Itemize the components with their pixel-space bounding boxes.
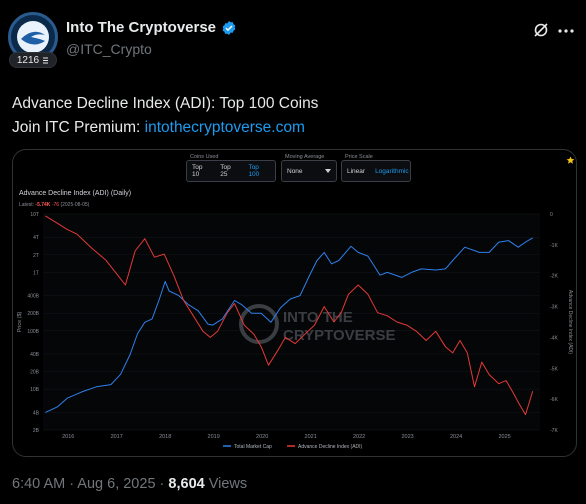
views-count: 8,604 (168, 476, 205, 492)
chevron-down-icon (325, 169, 331, 173)
level-badge[interactable]: 1216 (9, 52, 57, 68)
y-left-axis-label: Price ($) (17, 311, 23, 332)
display-name[interactable]: Into The Cryptoverse (66, 19, 217, 36)
moving-average-value: None (287, 167, 303, 175)
tweet-line-1: Advance Decline Index (ADI): Top 100 Coi… (12, 95, 319, 112)
name-row: Into The Cryptoverse (66, 19, 237, 36)
level-icon (43, 57, 49, 63)
y-left-tick-label: 1T (33, 270, 39, 276)
grok-icon[interactable] (533, 22, 549, 38)
moving-average-label: Moving Average (285, 154, 325, 160)
moving-average-select[interactable]: None (281, 160, 337, 182)
x-tick-label: 2017 (111, 434, 123, 440)
y-left-tick-label: 4B (33, 410, 40, 416)
latest-label: Latest: (19, 202, 35, 208)
coins-used-control: Coins Used Top 10 Top 25 Top 100 (186, 152, 276, 182)
chart-panel: Coins Used Top 10 Top 25 Top 100 Moving … (13, 150, 576, 456)
market-cap-line (45, 237, 533, 413)
x-tick-label: 2021 (305, 434, 317, 440)
chart-title: Advance Decline Index (ADI) (Daily) (19, 190, 132, 197)
moving-average-control: Moving Average None (281, 152, 339, 182)
y-left-tick-label: 2B (33, 428, 40, 434)
level-badge-value: 1216 (16, 54, 40, 66)
price-scale-label: Price Scale (345, 154, 373, 160)
y-left-tick-label: 2T (33, 253, 39, 259)
tweet-line-2-prefix: Join ITC Premium: (12, 119, 145, 136)
tweet-header: 1216 Into The Cryptoverse @ITC_Crypto (0, 0, 586, 84)
tweet-text: Advance Decline Index (ADI): Top 100 Coi… (12, 92, 572, 140)
legend-label: Advance Decline Index (ADI) (298, 444, 363, 450)
y-left-tick-label: 20B (30, 370, 40, 376)
x-tick-label: 2022 (353, 434, 365, 440)
y-left-tick-label: 4T (33, 235, 39, 241)
watermark-line-1: INTO THE (283, 309, 353, 326)
y-right-tick-label: -5K (550, 366, 558, 372)
tweet-media[interactable]: Coins Used Top 10 Top 25 Top 100 Moving … (12, 149, 577, 457)
latest-value: -5.74K (35, 202, 51, 208)
timestamp-row: 6:40 AM · Aug 6, 2025 · 8,604 Views (12, 476, 248, 492)
y-left-tick-label: 40B (30, 352, 40, 358)
plot-background (43, 214, 540, 430)
latest-date: (2025-08-05) (60, 202, 90, 208)
tweet-date[interactable]: Aug 6, 2025 (77, 476, 156, 492)
star-icon[interactable] (566, 156, 575, 165)
x-tick-label: 2023 (402, 434, 414, 440)
tweet-time[interactable]: 6:40 AM (12, 476, 66, 492)
coins-top25-button[interactable]: Top 25 (220, 164, 231, 178)
y-right-tick-label: -1K (550, 243, 558, 249)
y-right-tick-label: -6K (550, 397, 558, 403)
more-options-icon[interactable] (557, 22, 575, 40)
x-tick-label: 2020 (256, 434, 268, 440)
itc-logo-icon (17, 21, 49, 53)
x-tick-label: 2025 (498, 434, 510, 440)
views-label: Views (208, 476, 248, 492)
coins-top100-button[interactable]: Top 100 (248, 164, 260, 178)
y-right-tick-label: -3K (550, 305, 558, 311)
adi-chart: 10T 4T 2T 1T 400B 200B 100B 40B 20B 10B 4B 2B 0 -1K -2… (17, 212, 573, 450)
chart-latest: Latest: -5.74K -76 (2025-08-05) (19, 202, 89, 208)
y-left-tick-label: 10B (30, 387, 40, 393)
y-right-axis-label: Advance Decline Index (ADI) (567, 290, 573, 355)
scale-log-button[interactable]: Logarithmic (375, 167, 409, 175)
latest-change: -76 (51, 202, 60, 208)
x-tick-label: 2016 (62, 434, 74, 440)
x-tick-label: 2019 (208, 434, 220, 440)
scale-linear-button[interactable]: Linear (347, 167, 366, 175)
y-right-tick-label: -7K (550, 428, 558, 434)
legend-label: Total Market Cap (234, 444, 272, 450)
coins-top10-button[interactable]: Top 10 (192, 164, 203, 178)
y-left-tick-label: 400B (27, 294, 39, 300)
x-tick-label: 2024 (450, 434, 462, 440)
verified-badge-icon[interactable] (221, 20, 237, 36)
y-right-tick-label: -2K (550, 274, 558, 280)
coins-used-label: Coins Used (190, 154, 219, 160)
y-right-tick-label: 0 (550, 212, 553, 218)
y-left-tick-label: 10T (30, 212, 39, 218)
coins-used-group: Top 10 Top 25 Top 100 (186, 160, 276, 182)
tweet-line-2: Join ITC Premium: intothecryptoverse.com (12, 116, 572, 140)
adi-line (45, 215, 534, 416)
price-scale-control: Price Scale Linear Logarithmic (341, 152, 413, 182)
price-scale-group: Linear Logarithmic (341, 160, 411, 182)
y-right-tick-label: -4K (550, 335, 558, 341)
premium-link[interactable]: intothecryptoverse.com (144, 119, 305, 136)
watermark-line-2: CRYPTOVERSE (283, 327, 396, 344)
x-tick-label: 2018 (159, 434, 171, 440)
y-left-tick-label: 100B (27, 329, 39, 335)
y-left-tick-label: 200B (27, 311, 39, 317)
user-handle[interactable]: @ITC_Crypto (66, 41, 152, 57)
